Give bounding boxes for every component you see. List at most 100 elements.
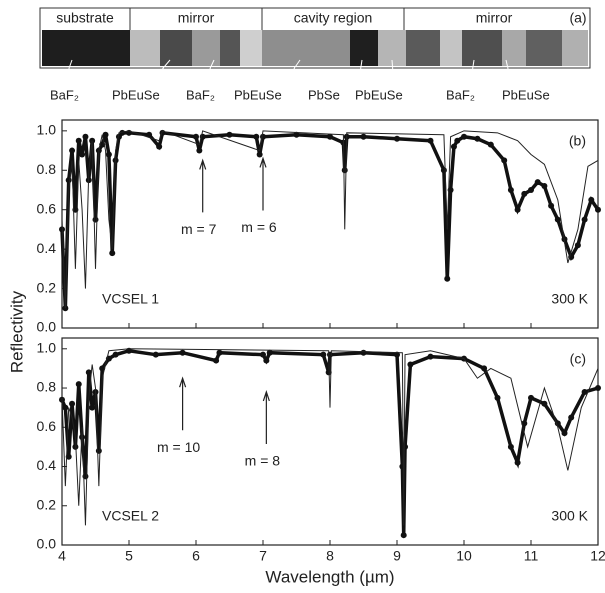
- measured-point: [253, 133, 260, 140]
- measured-line: [60, 348, 599, 536]
- simulated-line: [61, 348, 599, 526]
- measured-point: [325, 369, 332, 376]
- stripe: [42, 30, 130, 66]
- micrograph: substrate mirror cavity region mirror (a…: [39, 7, 591, 102]
- layer-label: PbEuSe: [112, 87, 160, 102]
- measured-point: [216, 349, 223, 356]
- layer-label: PbEuSe: [234, 87, 282, 102]
- y-tick-label: 0.8: [37, 161, 57, 177]
- measured-point: [226, 131, 233, 138]
- panel-tag: (b): [569, 133, 586, 149]
- measured-point: [595, 385, 601, 392]
- measured-point: [266, 349, 273, 356]
- annotation-arrow: [179, 376, 187, 431]
- leader: [281, 59, 301, 87]
- stripe: [526, 30, 562, 66]
- measured-point: [534, 179, 541, 186]
- annotation-arrow: [199, 158, 207, 213]
- annotation-text: m = 8: [245, 453, 281, 469]
- stripe: [440, 30, 462, 66]
- measured-point: [427, 353, 434, 360]
- measured-point: [507, 186, 514, 193]
- measured-point: [481, 365, 488, 372]
- measured-point: [102, 131, 109, 138]
- measured-point: [514, 459, 521, 466]
- measured-point: [440, 167, 447, 174]
- stripe: [350, 30, 378, 66]
- y-tick-label: 0.6: [37, 200, 57, 216]
- y-tick-label: 0.2: [37, 496, 57, 512]
- x-tick-label: 12: [590, 548, 605, 564]
- measured-point: [69, 400, 76, 407]
- sample-label: VCSEL 1: [102, 291, 159, 307]
- leader: [391, 59, 395, 87]
- measured-line: [60, 130, 600, 309]
- x-tick-label: 8: [326, 548, 334, 564]
- region-label: cavity region: [294, 10, 373, 26]
- measured-point: [474, 135, 481, 142]
- measured-point: [341, 167, 348, 174]
- region-label: mirror: [476, 10, 513, 26]
- x-tick-label: 9: [393, 548, 401, 564]
- measured-point: [574, 242, 581, 249]
- measured-point: [263, 357, 270, 364]
- measured-point: [92, 216, 99, 223]
- measured-point: [260, 133, 266, 140]
- stripe: [220, 30, 240, 66]
- measured-point: [541, 400, 548, 407]
- annotation-text: m = 7: [181, 221, 217, 237]
- measured-point: [454, 137, 461, 144]
- measured-point: [427, 137, 434, 144]
- measured-point: [260, 351, 266, 358]
- y-tick-label: 1.0: [37, 122, 57, 138]
- measured-point: [595, 206, 601, 213]
- sample-label: VCSEL 2: [102, 508, 159, 524]
- stripe: [240, 30, 262, 66]
- measured-point: [554, 216, 561, 223]
- stripe: [562, 30, 588, 66]
- panel-tag: (a): [569, 10, 586, 26]
- stripe: [130, 30, 160, 66]
- annotation-arrow: [262, 390, 270, 444]
- measured-point: [521, 420, 528, 427]
- region-label: substrate: [56, 10, 114, 26]
- measured-point: [548, 202, 555, 209]
- layer-label: PbEuSe: [502, 87, 550, 102]
- x-tick-label: 4: [58, 548, 66, 564]
- leaders: [61, 59, 513, 89]
- measured-point: [293, 131, 300, 138]
- measured-point: [146, 131, 153, 138]
- temperature-label: 300 K: [551, 291, 588, 307]
- annotation-arrow: [259, 156, 267, 211]
- measured-point: [461, 133, 467, 140]
- measured-point: [407, 361, 414, 368]
- measured-point: [528, 394, 534, 401]
- measured-point: [360, 349, 367, 356]
- leader: [505, 59, 513, 87]
- measured-point: [528, 186, 534, 193]
- measured-point: [119, 129, 126, 136]
- measured-point: [400, 532, 407, 539]
- x-tick-label: 10: [456, 548, 472, 564]
- measured-point: [514, 206, 521, 213]
- measured-point: [581, 388, 588, 395]
- y-tick-label: 0.4: [37, 240, 57, 256]
- measured-point: [152, 351, 159, 358]
- x-axis-label: Wavelength (µm): [265, 567, 394, 586]
- stripe: [262, 30, 350, 66]
- measured-point: [327, 351, 333, 358]
- measured-point: [109, 250, 116, 257]
- y-tick-label: 0.0: [37, 319, 57, 335]
- measured-point: [75, 381, 82, 388]
- measured-point: [179, 349, 186, 356]
- measured-point: [82, 133, 89, 140]
- stripe: [160, 30, 192, 66]
- layer-label: BaF₂: [186, 87, 215, 102]
- layer-label: PbEuSe: [355, 87, 403, 102]
- measured-point: [487, 141, 494, 148]
- panel-tag: (c): [570, 351, 586, 367]
- measured-point: [541, 183, 548, 190]
- measured-point: [112, 351, 119, 358]
- measured-point: [105, 151, 112, 158]
